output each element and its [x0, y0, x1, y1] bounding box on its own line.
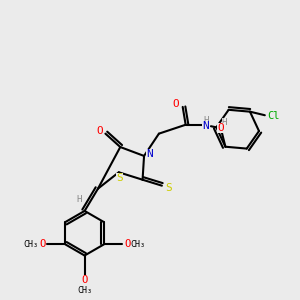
Text: O: O — [82, 275, 88, 285]
Text: H: H — [76, 195, 81, 204]
Text: CH₃: CH₃ — [130, 240, 146, 249]
Text: O: O — [39, 239, 45, 249]
Text: O: O — [173, 99, 179, 109]
Text: H: H — [222, 118, 227, 127]
Text: O: O — [124, 239, 130, 249]
Text: S: S — [165, 183, 172, 193]
Text: H: H — [203, 116, 208, 125]
Text: Cl: Cl — [267, 111, 279, 121]
Text: N: N — [146, 149, 153, 160]
Text: CH₃: CH₃ — [24, 240, 39, 249]
Text: N: N — [202, 121, 209, 131]
Text: O: O — [217, 123, 224, 133]
Text: CH₃: CH₃ — [77, 286, 92, 295]
Text: S: S — [116, 173, 123, 183]
Text: O: O — [96, 126, 103, 136]
